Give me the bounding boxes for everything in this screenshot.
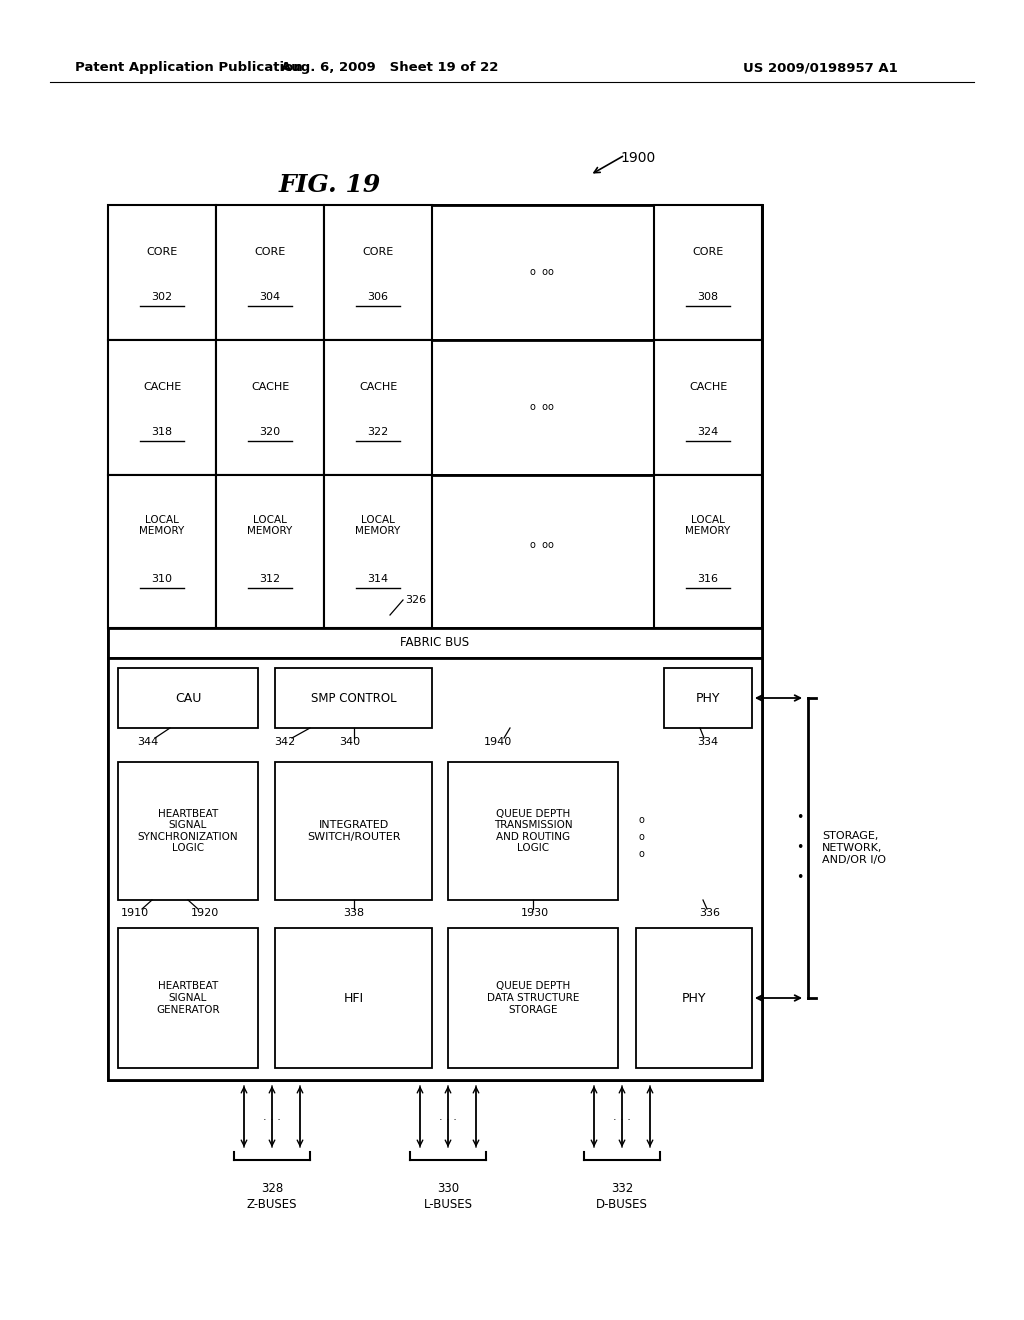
Text: CACHE: CACHE — [143, 383, 181, 392]
Text: o: o — [638, 814, 644, 825]
Text: 302: 302 — [152, 292, 173, 302]
Text: FIG. 19: FIG. 19 — [279, 173, 381, 197]
Text: 306: 306 — [368, 292, 388, 302]
Text: 1920: 1920 — [190, 908, 219, 917]
Text: Aug. 6, 2009   Sheet 19 of 22: Aug. 6, 2009 Sheet 19 of 22 — [282, 62, 499, 74]
Text: D-BUSES: D-BUSES — [596, 1199, 648, 1212]
Bar — [654, 341, 762, 475]
Text: 340: 340 — [339, 737, 360, 747]
Text: LOCAL
MEMORY: LOCAL MEMORY — [248, 515, 293, 536]
Text: 1900: 1900 — [620, 150, 655, 165]
Text: 324: 324 — [697, 426, 719, 437]
Text: o  oo: o oo — [530, 267, 554, 277]
Text: LOCAL
MEMORY: LOCAL MEMORY — [139, 515, 184, 536]
Bar — [108, 205, 762, 341]
Text: 1910: 1910 — [121, 908, 150, 917]
Text: . . .: . . . — [613, 1111, 631, 1122]
Bar — [449, 762, 618, 900]
Bar — [636, 928, 752, 1068]
Bar — [654, 205, 762, 341]
Text: INTEGRATED
SWITCH/ROUTER: INTEGRATED SWITCH/ROUTER — [307, 820, 400, 842]
Bar — [108, 205, 216, 341]
Bar — [118, 928, 258, 1068]
Text: QUEUE DEPTH
TRANSMISSION
AND ROUTING
LOGIC: QUEUE DEPTH TRANSMISSION AND ROUTING LOG… — [494, 809, 572, 854]
Text: 314: 314 — [368, 574, 388, 583]
Text: •: • — [797, 812, 804, 825]
Bar — [275, 928, 432, 1068]
Text: CACHE: CACHE — [358, 383, 397, 392]
Bar — [324, 341, 432, 475]
Bar — [216, 205, 324, 341]
Text: 316: 316 — [697, 574, 719, 583]
Bar — [216, 341, 324, 475]
Text: CACHE: CACHE — [689, 383, 727, 392]
Text: 1930: 1930 — [521, 908, 549, 917]
Text: 330: 330 — [437, 1181, 459, 1195]
Text: 342: 342 — [274, 737, 296, 747]
Bar — [449, 928, 618, 1068]
Text: HEARTBEAT
SIGNAL
SYNCHRONIZATION
LOGIC: HEARTBEAT SIGNAL SYNCHRONIZATION LOGIC — [137, 809, 239, 854]
Bar — [118, 762, 258, 900]
Text: 322: 322 — [368, 426, 389, 437]
Bar — [324, 475, 432, 628]
Text: HEARTBEAT
SIGNAL
GENERATOR: HEARTBEAT SIGNAL GENERATOR — [157, 981, 220, 1015]
Text: . . .: . . . — [439, 1111, 457, 1122]
Text: 332: 332 — [611, 1181, 633, 1195]
Text: 304: 304 — [259, 292, 281, 302]
Text: . . .: . . . — [263, 1111, 281, 1122]
Text: CORE: CORE — [146, 247, 177, 257]
Bar — [118, 668, 258, 729]
Text: 338: 338 — [343, 908, 365, 917]
Text: 310: 310 — [152, 574, 172, 583]
Text: Z-BUSES: Z-BUSES — [247, 1199, 297, 1212]
Bar — [108, 341, 216, 475]
Text: CORE: CORE — [692, 247, 724, 257]
Bar — [664, 668, 752, 729]
Text: 334: 334 — [697, 737, 719, 747]
Text: US 2009/0198957 A1: US 2009/0198957 A1 — [742, 62, 897, 74]
Text: o: o — [638, 832, 644, 842]
Text: PHY: PHY — [695, 692, 720, 705]
Text: 318: 318 — [152, 426, 173, 437]
Bar — [108, 657, 762, 1080]
Bar — [108, 475, 216, 628]
Bar — [108, 341, 762, 475]
Text: 320: 320 — [259, 426, 281, 437]
Text: PHY: PHY — [682, 991, 707, 1005]
Text: •: • — [797, 842, 804, 854]
Text: SMP CONTROL: SMP CONTROL — [311, 692, 397, 705]
Text: CORE: CORE — [254, 247, 286, 257]
Text: LOCAL
MEMORY: LOCAL MEMORY — [685, 515, 731, 536]
Text: •: • — [797, 871, 804, 884]
Text: 1940: 1940 — [484, 737, 512, 747]
Text: o  oo: o oo — [530, 540, 554, 550]
Text: 326: 326 — [406, 595, 426, 605]
Text: 308: 308 — [697, 292, 719, 302]
Text: STORAGE,
NETWORK,
AND/OR I/O: STORAGE, NETWORK, AND/OR I/O — [822, 832, 886, 865]
Text: 336: 336 — [699, 908, 721, 917]
Bar — [324, 205, 432, 341]
Bar — [275, 668, 432, 729]
Text: Patent Application Publication: Patent Application Publication — [75, 62, 303, 74]
Bar — [108, 475, 762, 628]
Text: CAU: CAU — [175, 692, 201, 705]
Text: o: o — [638, 849, 644, 859]
Text: 312: 312 — [259, 574, 281, 583]
Bar — [275, 762, 432, 900]
Bar — [108, 205, 762, 1080]
Bar — [654, 475, 762, 628]
Text: HFI: HFI — [344, 991, 365, 1005]
Text: FABRIC BUS: FABRIC BUS — [400, 636, 470, 649]
Bar — [108, 628, 762, 657]
Text: CACHE: CACHE — [251, 383, 289, 392]
Text: 328: 328 — [261, 1181, 283, 1195]
Text: 344: 344 — [137, 737, 159, 747]
Text: L-BUSES: L-BUSES — [424, 1199, 472, 1212]
Text: CORE: CORE — [362, 247, 393, 257]
Text: QUEUE DEPTH
DATA STRUCTURE
STORAGE: QUEUE DEPTH DATA STRUCTURE STORAGE — [486, 981, 580, 1015]
Bar — [216, 475, 324, 628]
Text: LOCAL
MEMORY: LOCAL MEMORY — [355, 515, 400, 536]
Text: o  oo: o oo — [530, 403, 554, 412]
